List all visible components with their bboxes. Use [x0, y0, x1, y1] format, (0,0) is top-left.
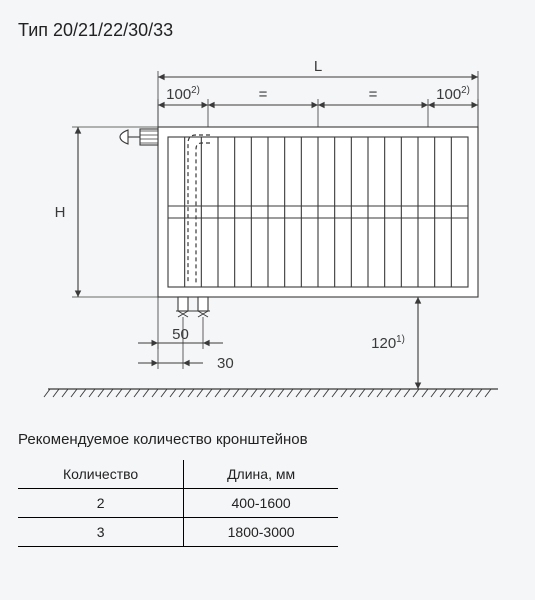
svg-text:1201): 1201) [371, 334, 405, 352]
table-row: 31800-3000 [18, 518, 338, 547]
svg-text:=: = [369, 86, 378, 103]
svg-text:H: H [55, 204, 66, 221]
col-qty: Количество [18, 460, 184, 489]
table-row: 2400-1600 [18, 489, 338, 518]
page-title: Тип 20/21/22/30/33 [18, 20, 517, 41]
table-heading: Рекомендуемое количество кронштейнов [18, 431, 517, 448]
svg-text:50: 50 [172, 326, 189, 343]
radiator-diagram: L 1002) = = 1002) H 50 30 1201) [18, 47, 517, 407]
svg-text:30: 30 [217, 355, 234, 372]
col-len: Длина, мм [184, 460, 338, 489]
brackets-table: Количество Длина, мм 2400-160031800-3000 [18, 460, 338, 547]
svg-text:1002): 1002) [166, 85, 200, 103]
svg-text:=: = [259, 86, 268, 103]
svg-text:1002): 1002) [436, 85, 470, 103]
svg-text:L: L [314, 58, 322, 75]
